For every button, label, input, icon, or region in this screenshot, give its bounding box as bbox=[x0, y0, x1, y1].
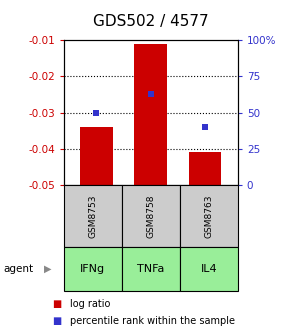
Text: TNFa: TNFa bbox=[137, 264, 164, 274]
Text: GSM8758: GSM8758 bbox=[146, 194, 155, 238]
Text: log ratio: log ratio bbox=[70, 299, 110, 309]
Text: GSM8763: GSM8763 bbox=[204, 194, 213, 238]
Text: agent: agent bbox=[3, 264, 33, 274]
Bar bbox=[80, 127, 113, 185]
Text: GSM8753: GSM8753 bbox=[88, 194, 97, 238]
Text: ■: ■ bbox=[52, 316, 61, 326]
Text: ■: ■ bbox=[52, 299, 61, 309]
Text: percentile rank within the sample: percentile rank within the sample bbox=[70, 316, 235, 326]
Text: ▶: ▶ bbox=[44, 264, 52, 274]
Text: IL4: IL4 bbox=[200, 264, 217, 274]
Text: GDS502 / 4577: GDS502 / 4577 bbox=[93, 14, 209, 29]
Text: IFNg: IFNg bbox=[80, 264, 105, 274]
Bar bbox=[189, 152, 222, 185]
Bar bbox=[135, 44, 167, 185]
